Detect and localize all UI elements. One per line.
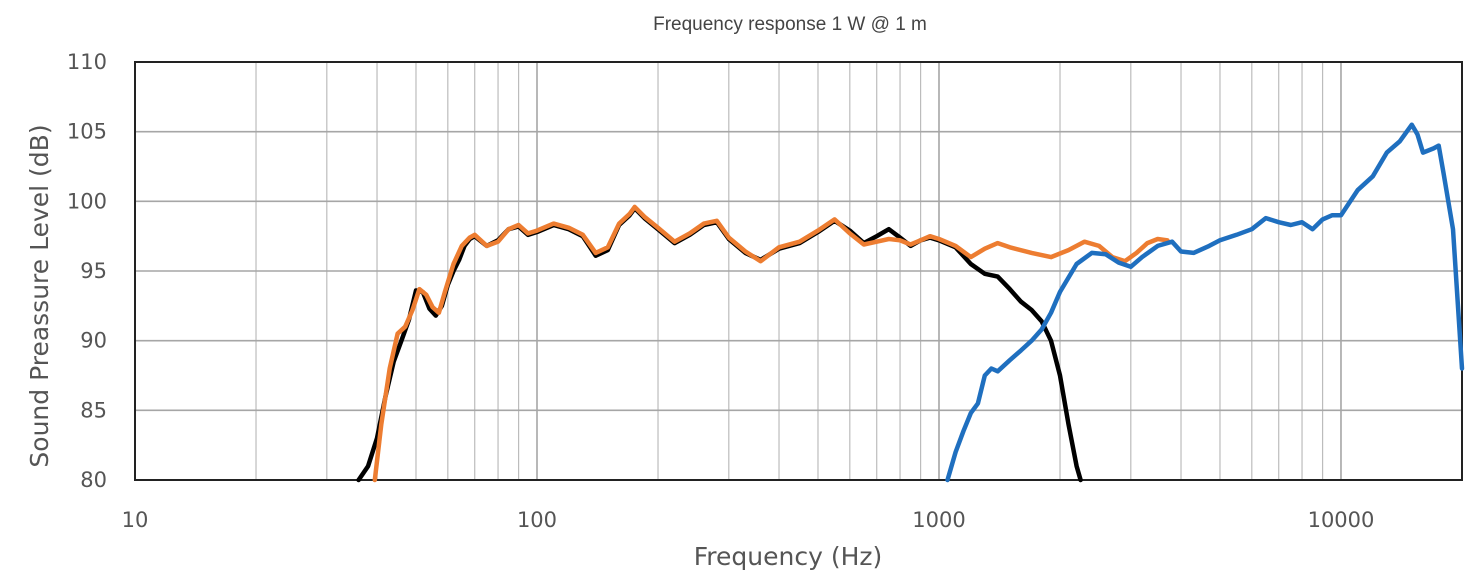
y-tick-label: 90	[80, 329, 107, 353]
y-tick-label: 105	[67, 120, 107, 144]
series-line-2	[372, 204, 1170, 483]
x-tick-labels: 10 100 1000 10000	[122, 508, 1375, 532]
series-layer	[356, 122, 1465, 483]
x-tick-label: 10000	[1308, 508, 1375, 532]
y-axis-label: Sound Preassure Level (dB)	[25, 124, 54, 467]
series-line-3	[945, 122, 1465, 483]
plot-area-frame	[134, 61, 1463, 481]
y-tick-labels: 80 85 90 95 100 105 110	[67, 50, 107, 492]
grid	[134, 61, 1463, 481]
x-tick-label: 10	[122, 508, 149, 532]
x-axis-label: Frequency (Hz)	[694, 542, 883, 571]
series-line-1	[356, 206, 1083, 483]
y-tick-label: 100	[67, 189, 107, 213]
x-tick-label: 1000	[912, 508, 965, 532]
x-tick-label: 100	[517, 508, 557, 532]
y-tick-label: 85	[80, 398, 107, 422]
y-tick-label: 110	[67, 50, 107, 74]
y-tick-label: 80	[80, 468, 107, 492]
chart-title: Frequency response 1 W @ 1 m	[653, 14, 927, 35]
y-tick-label: 95	[80, 259, 107, 283]
